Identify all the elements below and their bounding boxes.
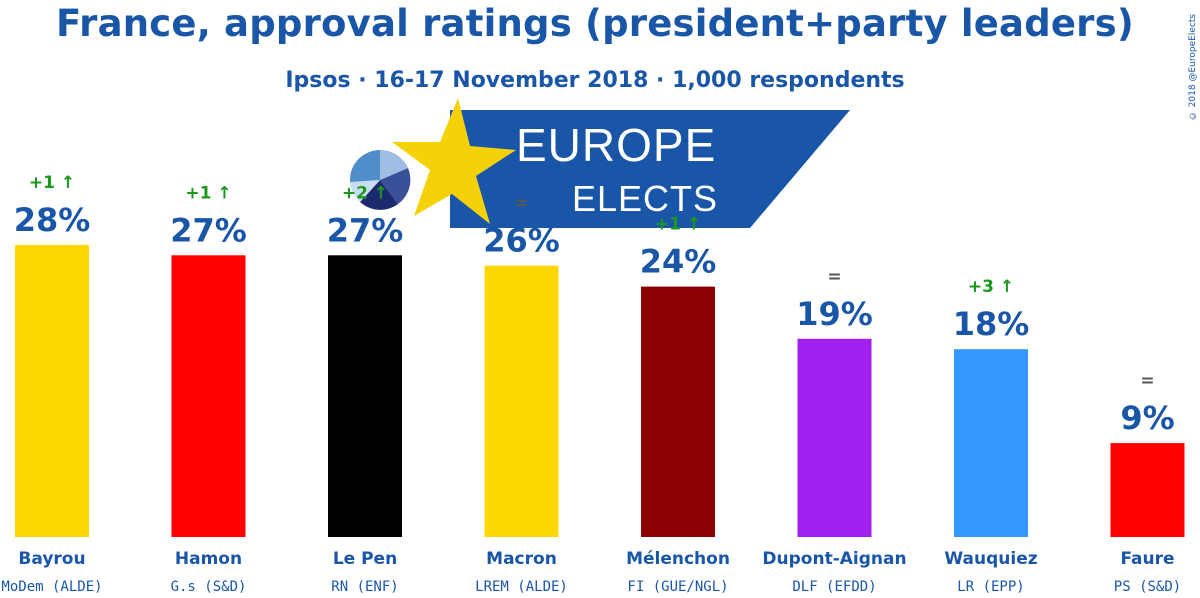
value-label: 26% [483, 222, 560, 260]
party-label: FI (GUE/NGL) [627, 579, 728, 595]
value-label: 27% [170, 211, 247, 249]
party-label: LR (EPP) [957, 579, 1024, 595]
value-label: 24% [640, 243, 717, 281]
logo-text-elects: ELECTS [572, 178, 719, 219]
bar [328, 255, 402, 538]
category-label: Bayrou [18, 549, 85, 569]
bar [15, 244, 89, 537]
value-label: 27% [327, 211, 404, 249]
category-label: Le Pen [333, 549, 397, 569]
change-label: +1 ↑ [29, 173, 75, 193]
chart-title: France, approval ratings (president+part… [56, 2, 1134, 45]
category-label: Mélenchon [626, 549, 730, 569]
europe-elects-logo [349, 98, 850, 228]
value-label: 19% [796, 295, 873, 333]
bar [641, 286, 715, 537]
change-label: = [1140, 371, 1154, 391]
change-label: +1 ↑ [655, 215, 701, 235]
category-label: Hamon [175, 549, 242, 569]
party-label: LREM (ALDE) [475, 579, 568, 595]
party-label: G.s (S&D) [171, 579, 247, 595]
change-label: = [514, 194, 528, 214]
logo-banner [450, 110, 850, 228]
category-label: Wauquiez [944, 549, 1037, 569]
category-label: Faure [1120, 549, 1174, 569]
chart-subtitle: Ipsos · 16-17 November 2018 · 1,000 resp… [285, 68, 905, 93]
party-label: DLF (EFDD) [792, 579, 876, 595]
bar [171, 255, 246, 538]
bar [954, 349, 1028, 537]
logo-pie-icon [349, 149, 411, 210]
logo-text-europe: EUROPE [516, 119, 717, 171]
change-label: = [827, 267, 841, 287]
value-label: 28% [14, 201, 91, 239]
bar [484, 265, 559, 537]
party-label: MoDem (ALDE) [1, 579, 102, 595]
change-label: +2 ↑ [342, 183, 388, 203]
bar [1110, 443, 1185, 537]
party-label: PS (S&D) [1114, 579, 1181, 595]
change-label: +3 ↑ [968, 277, 1014, 297]
value-label: 9% [1120, 399, 1174, 437]
change-label: +1 ↑ [185, 183, 231, 203]
bar [797, 338, 872, 537]
star-icon [392, 98, 516, 224]
value-label: 18% [953, 305, 1030, 343]
party-label: RN (ENF) [331, 579, 398, 595]
category-label: Macron [486, 549, 557, 569]
category-label: Dupont-Aignan [762, 549, 906, 569]
